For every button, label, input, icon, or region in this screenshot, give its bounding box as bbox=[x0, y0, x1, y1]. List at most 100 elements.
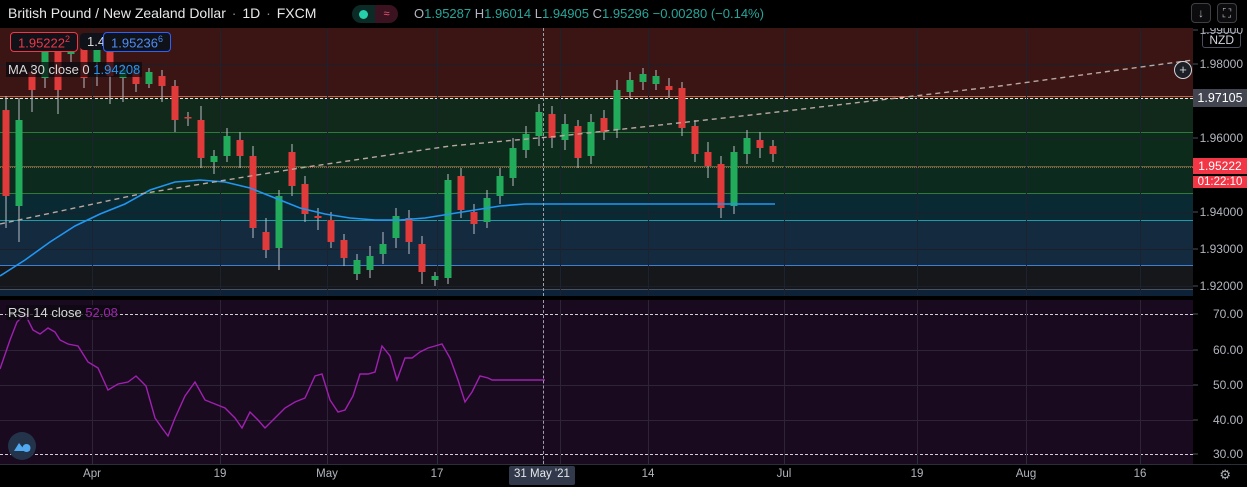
rsi-grid-v-3 bbox=[327, 300, 328, 464]
candle-body bbox=[665, 86, 673, 90]
rsi-tick-dash bbox=[1193, 419, 1198, 421]
rsi-pane[interactable]: RSI 14 close 52.08 bbox=[0, 300, 1193, 464]
rsi-tick-label: 70.00 bbox=[1212, 307, 1243, 321]
grid-v-5 bbox=[560, 28, 561, 296]
time-tick bbox=[437, 456, 438, 464]
candle-body bbox=[496, 176, 504, 196]
price-tick-dash bbox=[1193, 29, 1198, 31]
time-tick bbox=[1140, 456, 1141, 464]
time-label: 14 bbox=[641, 468, 655, 480]
candle-body bbox=[652, 76, 660, 84]
market-status-toggle[interactable]: ≈ bbox=[352, 5, 398, 23]
grid-h-4 bbox=[0, 249, 1193, 250]
status-dot-icon bbox=[359, 9, 368, 19]
rsi-line bbox=[0, 312, 545, 438]
candle-body bbox=[28, 72, 36, 90]
zone-blue bbox=[0, 221, 1193, 266]
candle-body bbox=[483, 198, 491, 222]
candle-body bbox=[704, 152, 712, 166]
grid-v-9 bbox=[1026, 28, 1027, 296]
selected-level-dashed bbox=[0, 98, 1193, 99]
title-separator-1: · bbox=[231, 5, 237, 21]
time-tick bbox=[1026, 456, 1027, 464]
candle-body bbox=[171, 86, 179, 120]
candle-body bbox=[184, 117, 192, 119]
currency-badge[interactable]: NZD bbox=[1202, 32, 1241, 48]
ma-legend[interactable]: MA 30 close 0 1.94208 bbox=[6, 62, 143, 77]
rsi-grid-3 bbox=[0, 420, 1193, 421]
zone-line-green-3 bbox=[0, 193, 1193, 194]
symbol-title[interactable]: British Pound / New Zealand Dollar · 1D … bbox=[8, 5, 316, 21]
candle-body bbox=[145, 72, 153, 84]
time-label: 16 bbox=[1133, 468, 1147, 480]
candle-body bbox=[717, 164, 725, 208]
tradingview-logo-icon[interactable] bbox=[8, 432, 36, 460]
time-label: 19 bbox=[910, 468, 924, 480]
candle-body bbox=[600, 118, 608, 132]
price-tag-blue-value: 1.95236 bbox=[111, 35, 158, 51]
candle-body bbox=[769, 146, 777, 154]
zone-line-blue bbox=[0, 265, 1193, 266]
time-tick bbox=[327, 456, 328, 464]
candle-body bbox=[613, 90, 621, 130]
rsi-grid-v-8 bbox=[917, 300, 918, 464]
grid-h-5 bbox=[0, 286, 1193, 287]
candle-body bbox=[249, 156, 257, 228]
zone-overbought-red bbox=[0, 28, 1193, 96]
grid-v-7 bbox=[784, 28, 785, 296]
price-tag-blue[interactable]: 1.952366 bbox=[103, 32, 172, 53]
grid-h-3 bbox=[0, 212, 1193, 213]
rsi-grid-v-4 bbox=[437, 300, 438, 464]
zone-teal bbox=[0, 194, 1193, 221]
rsi-legend[interactable]: RSI 14 close 52.08 bbox=[6, 305, 120, 320]
zone-line-red-top bbox=[0, 96, 1193, 97]
time-tick bbox=[220, 456, 221, 464]
grid-v-6 bbox=[648, 28, 649, 296]
candle-body bbox=[366, 256, 374, 270]
time-tick bbox=[92, 456, 93, 464]
gear-icon[interactable]: ⚙ bbox=[1219, 467, 1231, 482]
download-icon[interactable]: ↓ bbox=[1191, 3, 1211, 23]
rsi-grid-v-5 bbox=[560, 300, 561, 464]
grid-v-4 bbox=[437, 28, 438, 296]
interval-label[interactable]: 1D bbox=[242, 5, 261, 21]
candle-body bbox=[314, 216, 322, 218]
rsi-grid-v-9 bbox=[1026, 300, 1027, 464]
grid-h-2 bbox=[0, 138, 1193, 139]
grid-v-2 bbox=[220, 28, 221, 296]
rsi-grid-v-6 bbox=[648, 300, 649, 464]
price-tick-label: 1.93000 bbox=[1199, 242, 1243, 256]
price-axis[interactable]: NZD 1.99000 1.98000 1.96000 1.94000 1.93000 1… bbox=[1193, 23, 1247, 296]
rsi-tick-label: 30.00 bbox=[1212, 447, 1243, 461]
last-price-badge[interactable]: 1.95222 bbox=[1193, 158, 1247, 174]
add-alert-plus-icon[interactable]: + bbox=[1174, 61, 1192, 79]
header-buttons: ↓ ⛶ bbox=[1191, 3, 1237, 23]
trend-line bbox=[0, 59, 1193, 225]
rsi-tick-dash bbox=[1193, 453, 1198, 455]
candle-body bbox=[197, 120, 205, 158]
selected-price-badge[interactable]: 1.97105 bbox=[1193, 89, 1247, 107]
price-tick-label: 1.96000 bbox=[1199, 131, 1243, 145]
time-label-active: 31 May '21 bbox=[509, 466, 575, 485]
price-pane[interactable]: 1.952222 1.4 1.952366 MA 30 close 0 1.94… bbox=[0, 28, 1193, 296]
rsi-legend-label: RSI 14 close bbox=[8, 305, 82, 320]
time-label: Aug bbox=[1015, 468, 1037, 480]
time-axis[interactable] bbox=[0, 464, 1247, 487]
rsi-axis[interactable]: 70.00 60.00 50.00 40.00 30.00 bbox=[1193, 300, 1247, 464]
logo-glyph bbox=[14, 443, 31, 452]
candle-body bbox=[522, 134, 530, 150]
ma-legend-label: MA 30 close 0 bbox=[8, 62, 90, 77]
symbol-name: British Pound / New Zealand Dollar bbox=[8, 5, 226, 21]
candle-body bbox=[353, 260, 361, 274]
fullscreen-icon[interactable]: ⛶ bbox=[1217, 3, 1237, 23]
price-tag-red[interactable]: 1.952222 bbox=[10, 32, 79, 53]
title-separator-2: · bbox=[266, 5, 271, 21]
approx-icon: ≈ bbox=[383, 8, 390, 20]
candle-body bbox=[379, 244, 387, 254]
candle-body bbox=[223, 136, 231, 156]
candle-body bbox=[561, 124, 569, 140]
ma-line bbox=[0, 179, 775, 277]
status-on-half bbox=[352, 5, 375, 23]
price-tick-label: 1.98000 bbox=[1199, 57, 1243, 71]
